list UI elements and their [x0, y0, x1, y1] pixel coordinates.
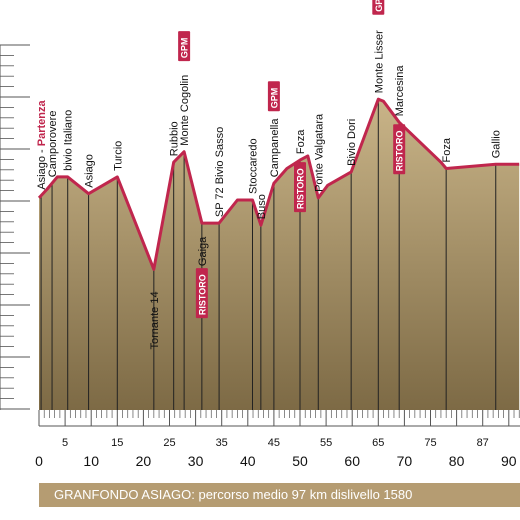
waypoint-label: Monte Lisser	[373, 30, 385, 93]
waypoint-label: Bivio Dori	[346, 119, 358, 166]
axis-tick-label: 50	[292, 453, 308, 469]
gpm-badge-text: GPM	[374, 0, 384, 12]
ristoro-badge: RISTORO	[393, 124, 406, 175]
axis-tick-label: 60	[344, 453, 360, 469]
axis-tick-label: 80	[449, 453, 465, 469]
waypoint-label: Gaiga	[197, 236, 209, 266]
waypoint-label: Foza	[441, 137, 453, 162]
gpm-badge-text: GPM	[269, 88, 279, 109]
axis-tick-label: 15	[111, 437, 123, 449]
elevation-profile-line	[37, 97, 520, 271]
axis-tick-label: 65	[372, 437, 384, 449]
waypoint-label: Foza	[295, 129, 307, 154]
ristoro-badge-text: RISTORO	[197, 274, 207, 315]
waypoint-label: Turcio	[112, 141, 124, 171]
waypoint-label: Gallio	[491, 130, 503, 158]
waypoint-label: Stoccaredo	[247, 138, 259, 194]
axis-tick-label: 75	[424, 437, 436, 449]
axis-tick-label: 0	[35, 453, 43, 469]
waypoint-label: Asiago	[84, 154, 96, 188]
axis-tick-label: 90	[501, 453, 517, 469]
axis-tick-label: 10	[83, 453, 99, 469]
axis-tick-label: 55	[320, 437, 332, 449]
axis-tick-label: 5	[62, 437, 68, 449]
waypoint-label: Marcesina	[394, 65, 406, 117]
gpm-badge: GPM	[178, 31, 191, 62]
ristoro-badge: RISTORO	[294, 162, 306, 213]
waypoint-label: Rubbio	[169, 121, 181, 156]
gpm-badge: GPM	[372, 0, 385, 15]
waypoint-label: SP 72 Bivio Sasso	[214, 127, 226, 217]
route-banner: GRANFONDO ASIAGO: percorso medio 97 km d…	[39, 483, 520, 507]
gpm-badge-text: GPM	[180, 38, 190, 59]
route-banner-background	[39, 483, 520, 507]
axis-tick-label: 45	[268, 437, 280, 449]
ristoro-badge-text: RISTORO	[395, 130, 405, 171]
waypoint-label: Ponte Valgatara	[313, 113, 325, 192]
gpm-badge: GPM	[267, 81, 280, 112]
waypoint-label: bivio Italiano	[63, 110, 75, 171]
ristoro-badge-text: RISTORO	[296, 168, 306, 209]
axis-tick-label: 40	[240, 453, 256, 469]
elevation-ruler	[0, 44, 30, 410]
axis-tick-label: 20	[136, 453, 152, 469]
gpm-badge-background	[178, 31, 191, 62]
distance-axis: 0 5 10 15 20 25 30 35 40 45 50 55 60 65 70 75 80 87 90	[35, 410, 520, 469]
waypoint-label: Monte Cogolin	[179, 75, 191, 146]
axis-tick-label: 35	[216, 437, 228, 449]
waypoint-label: Buso	[256, 194, 268, 219]
ristoro-badge-background	[294, 162, 306, 213]
axis-tick-label: 70	[397, 453, 413, 469]
waypoint-label: Tornante 14	[149, 291, 161, 349]
waypoint-label: Campanella	[269, 118, 281, 178]
axis-tick-label: 87	[477, 437, 489, 449]
ristoro-badge-background	[393, 124, 406, 175]
gpm-badge-background	[267, 81, 280, 112]
route-banner-text: GRANFONDO ASIAGO: percorso medio 97 km d…	[54, 487, 412, 502]
gpm-badge-background	[372, 0, 385, 15]
waypoint-label: Asiago - Partenza	[36, 100, 48, 190]
waypoint-label: Camporovere	[47, 111, 59, 178]
axis-tick-label: 25	[163, 437, 175, 449]
axis-tick-label: 30	[188, 453, 204, 469]
ristoro-badge: RISTORO	[195, 268, 208, 319]
ristoro-badge-background	[195, 268, 208, 319]
